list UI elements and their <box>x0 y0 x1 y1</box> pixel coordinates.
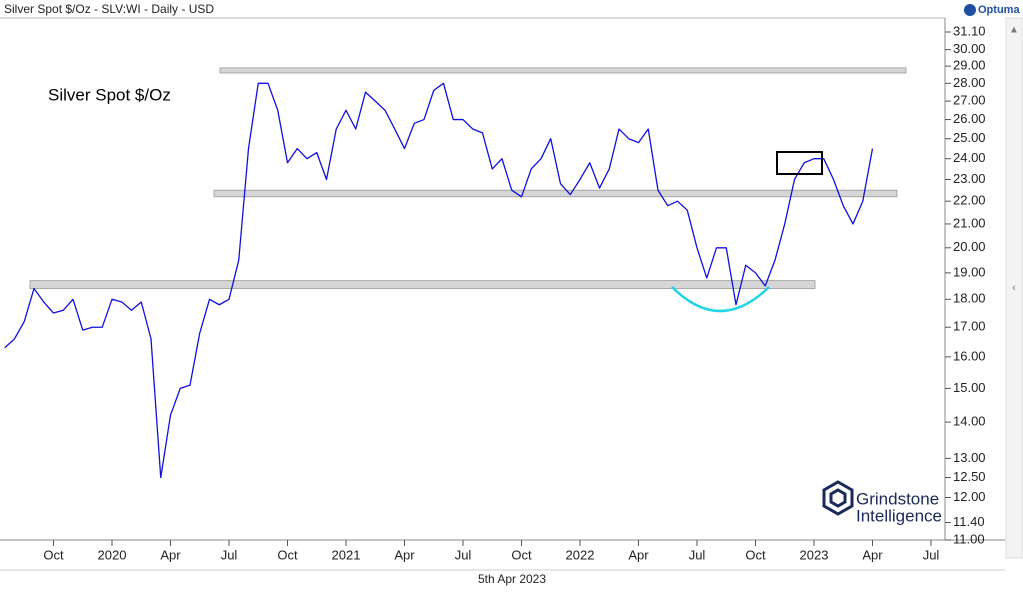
chart-title: Silver Spot $/Oz - SLV:WI - Daily - USD <box>4 2 214 16</box>
y-tick-label: 30.00 <box>953 41 986 56</box>
brand-icon <box>964 4 976 16</box>
y-tick-label: 11.40 <box>953 514 985 529</box>
y-tick-label: 19.00 <box>953 264 986 279</box>
x-tick-label: 2020 <box>98 547 127 562</box>
x-tick-label: Jul <box>923 547 940 562</box>
y-tick-label: 18.00 <box>953 291 986 306</box>
x-tick-label: Oct <box>511 547 532 562</box>
x-tick-label: Apr <box>862 547 883 562</box>
x-tick-label: 2022 <box>566 547 595 562</box>
x-tick-label: Apr <box>394 547 415 562</box>
x-tick-label: Jul <box>689 547 706 562</box>
y-tick-label: 13.00 <box>953 450 986 465</box>
y-tick-label: 28.00 <box>953 75 986 90</box>
brand: Optuma <box>978 4 1020 16</box>
price-band <box>29 280 816 289</box>
y-tick-label: 20.00 <box>953 239 986 254</box>
watermark: Grindstone Intelligence <box>822 480 942 525</box>
watermark-line2: Intelligence <box>856 506 942 525</box>
x-tick-label: 2021 <box>332 547 361 562</box>
y-tick-label: 23.00 <box>953 171 986 186</box>
y-tick-label: 26.00 <box>953 111 986 126</box>
y-tick-label: 12.50 <box>953 469 986 484</box>
y-tick-label: 24.00 <box>953 150 986 165</box>
date-label: 5th Apr 2023 <box>478 572 546 586</box>
scroll-handle[interactable]: ‹ <box>1012 282 1016 294</box>
y-tick-label: 11.00 <box>953 531 985 546</box>
x-tick-label: Oct <box>43 547 64 562</box>
price-band <box>219 67 907 74</box>
y-tick-label: 15.00 <box>953 380 986 395</box>
x-tick-label: 2023 <box>800 547 829 562</box>
y-tick-label: 17.00 <box>953 319 986 334</box>
price-band <box>213 189 898 198</box>
y-tick-label: 25.00 <box>953 130 986 145</box>
x-tick-label: Jul <box>455 547 472 562</box>
y-tick-label: 12.00 <box>953 489 986 504</box>
x-tick-label: Jul <box>221 547 238 562</box>
x-tick-label: Apr <box>160 547 181 562</box>
series-label: Silver Spot $/Oz <box>48 85 171 104</box>
x-tick-label: Apr <box>628 547 649 562</box>
y-tick-label: 29.00 <box>953 58 986 73</box>
base-arc <box>671 286 770 313</box>
consolidation-box <box>776 151 823 175</box>
y-tick-label: 21.00 <box>953 215 986 230</box>
y-tick-label: 16.00 <box>953 348 986 363</box>
y-tick-label: 14.00 <box>953 414 986 429</box>
price-line <box>4 82 874 479</box>
y-tick-label: 22.00 <box>953 193 986 208</box>
watermark-line1: Grindstone <box>856 489 939 508</box>
scroll-up[interactable]: ▲ <box>1009 25 1019 36</box>
x-tick-label: Oct <box>277 547 298 562</box>
y-tick-label: 27.00 <box>953 93 986 108</box>
x-tick-label: Oct <box>745 547 766 562</box>
y-tick-label: 31.10 <box>953 23 986 38</box>
scrollbar[interactable] <box>1005 17 1023 559</box>
watermark-icon <box>822 480 854 516</box>
